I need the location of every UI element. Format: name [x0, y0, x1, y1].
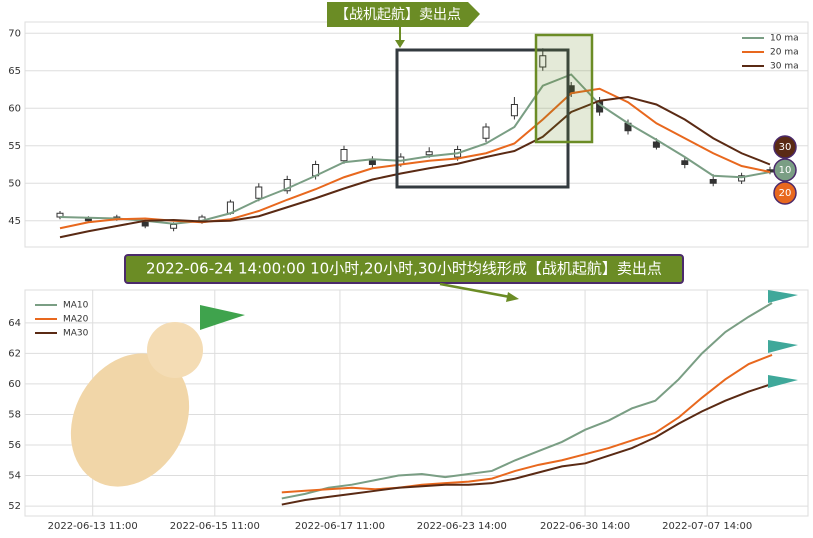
x-tick-label: 2022-06-15 11:00 — [170, 521, 260, 532]
candle-body — [255, 186, 263, 199]
candle-body — [141, 221, 149, 227]
y-tick-label: 64 — [8, 318, 21, 329]
x-tick-label: 2022-07-07 14:00 — [662, 521, 752, 532]
legend-label: MA10 — [63, 301, 89, 311]
candle-body — [681, 160, 689, 165]
banner — [124, 254, 684, 284]
candle-body — [510, 104, 518, 117]
y-tick-label: 55 — [8, 141, 21, 152]
legend-label: MA20 — [63, 315, 89, 325]
ma-line — [281, 382, 773, 506]
candle-body — [340, 149, 348, 162]
badge-label: 10 — [779, 165, 792, 176]
y-tick-label: 62 — [8, 348, 21, 359]
ma-line — [59, 95, 771, 239]
y-tick-label: 54 — [8, 471, 21, 482]
x-tick-label: 2022-06-13 11:00 — [48, 521, 138, 532]
candle-body — [482, 126, 490, 139]
badge — [773, 135, 797, 159]
y-tick-label: 70 — [8, 28, 21, 39]
candle-body — [84, 218, 92, 222]
y-tick-label: 45 — [8, 216, 21, 227]
y-tick-label: 50 — [8, 178, 21, 189]
legend-label: 30 ma — [770, 62, 799, 72]
top-plot — [24, 21, 809, 248]
badge-label: 30 — [779, 142, 792, 153]
candle-body — [425, 151, 433, 156]
y-tick-label: 56 — [8, 440, 21, 451]
y-tick-label: 60 — [8, 379, 21, 390]
candle-body — [283, 179, 291, 192]
arrow-head — [395, 40, 405, 48]
arrow-head — [506, 292, 519, 302]
legend-label: 10 ma — [770, 34, 799, 44]
highlight-box — [395, 48, 570, 189]
y-tick-label: 65 — [8, 66, 21, 77]
x-tick-label: 2022-06-23 14:00 — [417, 521, 507, 532]
banner-text: 2022-06-24 14:00:00 10小时,20小时,30小时均线形成【战… — [146, 260, 662, 278]
plane-icons — [768, 290, 798, 388]
ma-line — [281, 302, 773, 500]
x-tick-label: 2022-06-17 11:00 — [295, 521, 385, 532]
candle-body — [539, 55, 547, 68]
y-tick-label: 58 — [8, 409, 21, 420]
candle-body — [709, 179, 717, 184]
banner — [327, 2, 480, 27]
banner-text: 【战机起航】卖出点 — [335, 7, 461, 23]
x-tick-label: 2022-06-30 14:00 — [540, 521, 630, 532]
candle-body — [738, 175, 746, 182]
legend-label: 20 ma — [770, 48, 799, 58]
badge-label: 20 — [779, 188, 792, 199]
y-tick-label: 52 — [8, 501, 21, 512]
candle-body — [170, 224, 178, 229]
arrow — [439, 282, 511, 299]
signal-box — [534, 33, 594, 144]
candle-body — [652, 141, 660, 148]
ma-line — [59, 73, 771, 225]
mascot — [70, 305, 245, 487]
badge — [773, 158, 797, 182]
legend-label: MA30 — [63, 329, 89, 339]
ma-line — [281, 353, 773, 494]
y-tick-label: 60 — [8, 103, 21, 114]
badge — [773, 181, 797, 205]
